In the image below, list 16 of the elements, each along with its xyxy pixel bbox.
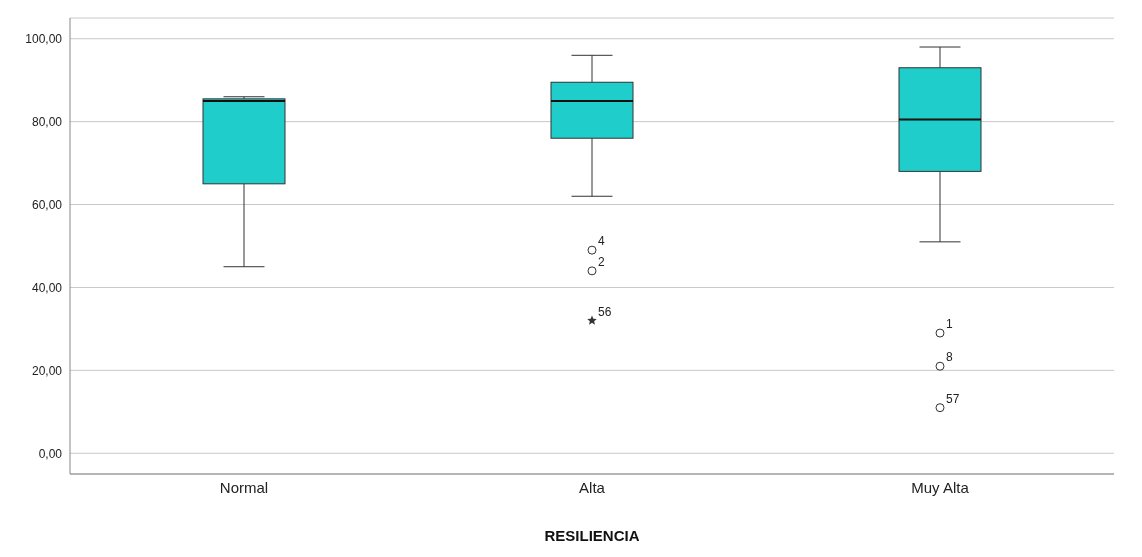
annotation: 1 [946, 317, 953, 332]
y-tick-label: 20,00 [31, 363, 63, 378]
annotation: 4 [598, 234, 605, 249]
annotation: 8 [946, 350, 953, 365]
annotation: 2 [598, 254, 605, 269]
y-tick-label: 0,00 [38, 446, 63, 461]
annotation: 56 [598, 304, 612, 319]
y-tick-label: 40,00 [31, 280, 63, 295]
annotation: 57 [946, 391, 960, 406]
y-tick-label: 80,00 [31, 114, 63, 129]
x-tick-label: Muy Alta [911, 478, 970, 496]
y-tick-label: 60,00 [31, 197, 63, 212]
y-tick-label: 100,00 [25, 31, 63, 46]
x-tick-label: Normal [219, 478, 269, 496]
x-axis-title: RESILIENCIA [544, 527, 640, 544]
x-tick-label: Alta [579, 478, 606, 496]
